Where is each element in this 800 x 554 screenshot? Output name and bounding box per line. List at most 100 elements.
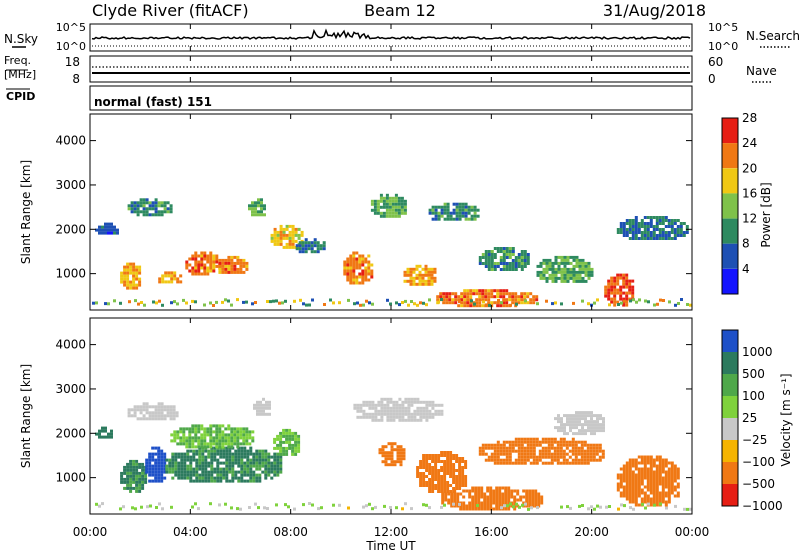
velocity-cell-region-13: [581, 411, 584, 415]
power-cell-region-7: [288, 236, 292, 240]
velocity-cell-region-14: [625, 497, 629, 501]
velocity-cell-region-10: [458, 484, 462, 487]
velocity-cell-region-10: [428, 484, 432, 487]
velocity-cell-region-4: [171, 461, 175, 465]
velocity-cell-region-8: [422, 415, 426, 419]
velocity-cell-region-7: [282, 431, 286, 435]
power-cell-region-10: [385, 205, 389, 209]
power-cell-region-7: [273, 242, 277, 246]
power-cell-region-5: [239, 258, 243, 262]
velocity-cell-region-2: [142, 408, 146, 412]
velocity-cell-region-11: [492, 489, 496, 493]
velocity-cell-ground-scatter: [95, 502, 98, 506]
velocity-cell-region-10: [428, 463, 432, 466]
power-cell-region-13: [445, 298, 449, 302]
power-cell-ground-scatter: [308, 303, 311, 307]
power-cell-region-7: [291, 230, 295, 234]
power-cell-region-17: [634, 234, 638, 237]
velocity-cell-region-1: [138, 477, 142, 481]
power-cell-region-4: [197, 260, 201, 264]
velocity-cell-ground-scatter: [566, 505, 569, 509]
velocity-cell-region-14: [631, 500, 635, 504]
velocity-cell-region-14: [643, 500, 647, 504]
velocity-cell-region-14: [634, 500, 638, 504]
power-cell-ground-scatter: [419, 301, 422, 305]
velocity-cell-region-4: [258, 476, 262, 480]
velocity-cell-region-1: [126, 486, 130, 490]
velocity-cell-region-11: [531, 492, 535, 496]
velocity-cell-ground-scatter: [236, 507, 239, 511]
velocity-cell-region-12: [553, 446, 557, 450]
velocity-cell-region-2: [148, 405, 152, 409]
velocity-cell-region-10: [464, 463, 468, 466]
velocity-cell-region-11: [480, 507, 484, 511]
velocity-cell-region-11: [441, 498, 445, 502]
power-cell-region-13: [451, 292, 455, 296]
velocity-cell-region-0: [101, 426, 104, 430]
velocity-cell-region-11: [474, 501, 478, 505]
velocity-cell-region-4: [195, 470, 199, 474]
velocity-cell-region-12: [601, 449, 605, 453]
velocity-cell-region-10: [443, 490, 447, 493]
velocity-cell-region-8: [359, 403, 363, 407]
velocity-cell-region-5: [182, 436, 186, 440]
power-cell-ground-scatter: [500, 301, 503, 305]
velocity-cell-region-8: [401, 400, 405, 404]
power-cell-region-0: [95, 228, 98, 232]
velocity-cell-region-13: [587, 423, 590, 427]
power-cell-ground-scatter: [437, 300, 440, 304]
velocity-cell-ground-scatter: [515, 502, 518, 506]
velocity-cell-region-14: [634, 473, 638, 477]
velocity-cell-region-13: [557, 417, 560, 421]
velocity-cell-region-3: [160, 455, 164, 459]
power-cell-region-1: [135, 271, 139, 275]
velocity-cell-region-11: [450, 498, 454, 502]
power-cell-ground-scatter: [413, 302, 416, 306]
power-cell-region-12: [434, 205, 438, 209]
velocity-cell-region-8: [416, 412, 420, 416]
velocity-cell-region-1: [120, 477, 124, 481]
velocity-cell-region-8: [401, 406, 405, 410]
power-cell-region-13: [490, 301, 494, 305]
power-cell-region-9: [346, 260, 350, 264]
velocity-cell-region-9: [378, 448, 382, 452]
power-cell-region-13: [496, 304, 500, 308]
velocity-cell-region-1: [132, 465, 136, 469]
velocity-cell-region-2: [151, 417, 155, 421]
power-cell-region-1: [126, 283, 130, 287]
velocity-cell-region-1: [135, 477, 139, 481]
velocity-cell-region-14: [670, 485, 674, 489]
power-cell-region-4: [206, 260, 210, 264]
velocity-cell-region-3: [163, 458, 167, 462]
velocity-cell-region-4: [213, 458, 217, 462]
velocity-cell-region-8: [380, 412, 384, 416]
velocity-cell-region-5: [200, 427, 204, 431]
power-cell-region-16: [622, 282, 626, 286]
velocity-cell-region-11: [528, 498, 532, 502]
power-cell-region-11: [418, 282, 422, 286]
velocity-cell-region-4: [228, 458, 232, 462]
power-cell-region-11: [421, 276, 425, 280]
power-cell-ground-scatter: [395, 301, 398, 305]
power-cell-region-13: [478, 301, 482, 305]
power-cell-region-1: [132, 274, 136, 278]
velocity-cell-region-1: [129, 486, 133, 490]
velocity-cell-region-14: [664, 464, 668, 468]
velocity-cell-region-14: [655, 470, 659, 474]
power-cell-region-13: [469, 304, 473, 308]
velocity-cell-region-5: [245, 427, 249, 431]
velocity-cell-region-3: [148, 479, 152, 483]
power-cell-region-7: [288, 245, 292, 249]
power-cell-region-2: [136, 210, 140, 214]
velocity-cell-region-12: [598, 446, 602, 450]
power-cell-region-15: [548, 264, 552, 268]
velocity-cell-region-14: [655, 473, 659, 477]
power-cell-region-0: [104, 231, 107, 235]
velocity-cell-ground-scatter: [581, 504, 584, 507]
velocity-cell-region-14: [631, 470, 635, 474]
power-cell-region-17: [628, 222, 632, 225]
power-cell-region-12: [446, 208, 450, 212]
velocity-cell-ground-scatter: [458, 502, 461, 506]
velocity-cell-region-14: [658, 458, 662, 462]
